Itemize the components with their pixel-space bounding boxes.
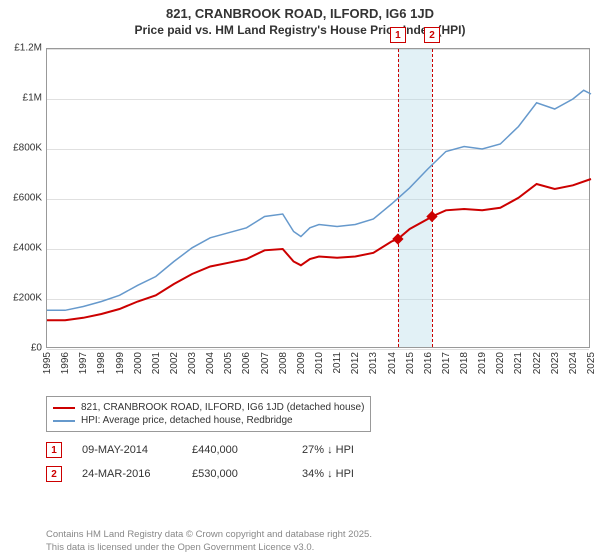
sale-vs-hpi: 34% ↓ HPI [302, 468, 392, 480]
chart-area: 12 1995199619971998199920002001200220032… [46, 48, 590, 348]
sale-price: £530,000 [192, 468, 282, 480]
y-axis-label: £1M [0, 93, 42, 104]
legend: 821, CRANBROOK ROAD, ILFORD, IG6 1JD (de… [46, 396, 371, 432]
x-axis-label: 2022 [532, 352, 543, 374]
x-axis-label: 2005 [223, 352, 234, 374]
legend-swatch [53, 407, 75, 409]
gridline [47, 349, 589, 350]
series-hpi [47, 90, 591, 310]
y-axis-label: £0 [0, 343, 42, 354]
x-axis-label: 2019 [477, 352, 488, 374]
copyright-line2: This data is licensed under the Open Gov… [46, 542, 372, 554]
x-axis-label: 2004 [205, 352, 216, 374]
sale-marker-label: 2 [424, 27, 440, 43]
x-axis-label: 2017 [441, 352, 452, 374]
chart-subtitle: Price paid vs. HM Land Registry's House … [0, 21, 600, 37]
x-axis-label: 2007 [260, 352, 271, 374]
y-axis-label: £800K [0, 143, 42, 154]
x-axis-label: 1995 [42, 352, 53, 374]
legend-row: 821, CRANBROOK ROAD, ILFORD, IG6 1JD (de… [53, 401, 364, 414]
x-axis-label: 2015 [405, 352, 416, 374]
copyright-line1: Contains HM Land Registry data © Crown c… [46, 529, 372, 541]
x-axis-label: 1997 [78, 352, 89, 374]
sale-marker-box: 1 [46, 442, 62, 458]
y-axis-label: £1.2M [0, 43, 42, 54]
x-axis-label: 2009 [296, 352, 307, 374]
x-axis-label: 2002 [169, 352, 180, 374]
x-axis-label: 2011 [332, 352, 343, 374]
x-axis-label: 1998 [96, 352, 107, 374]
legend-label: 821, CRANBROOK ROAD, ILFORD, IG6 1JD (de… [81, 402, 364, 413]
x-axis-label: 2000 [133, 352, 144, 374]
x-axis-label: 2016 [423, 352, 434, 374]
copyright: Contains HM Land Registry data © Crown c… [46, 529, 372, 554]
legend-swatch [53, 420, 75, 422]
sale-marker-box: 2 [46, 466, 62, 482]
chart-title: 821, CRANBROOK ROAD, ILFORD, IG6 1JD [0, 0, 600, 21]
sale-vs-hpi: 27% ↓ HPI [302, 444, 392, 456]
legend-row: HPI: Average price, detached house, Redb… [53, 414, 364, 427]
x-axis-label: 2025 [586, 352, 597, 374]
x-axis-label: 2024 [568, 352, 579, 374]
sale-row: 1 09-MAY-2014 £440,000 27% ↓ HPI [46, 442, 392, 458]
x-axis-label: 2023 [550, 352, 561, 374]
y-axis-label: £600K [0, 193, 42, 204]
x-axis-label: 2021 [513, 352, 524, 374]
x-axis-label: 2012 [350, 352, 361, 374]
series-property [47, 179, 591, 320]
x-axis-label: 2010 [314, 352, 325, 374]
legend-label: HPI: Average price, detached house, Redb… [81, 415, 293, 426]
y-axis-label: £200K [0, 293, 42, 304]
sale-date: 24-MAR-2016 [82, 468, 172, 480]
chart-container: 821, CRANBROOK ROAD, ILFORD, IG6 1JD Pri… [0, 0, 600, 560]
plot-area: 12 [46, 48, 590, 348]
x-axis-label: 1996 [60, 352, 71, 374]
sale-marker-icon [426, 211, 437, 222]
sale-row: 2 24-MAR-2016 £530,000 34% ↓ HPI [46, 466, 392, 482]
x-axis-label: 2006 [241, 352, 252, 374]
sale-price: £440,000 [192, 444, 282, 456]
x-axis-label: 2013 [368, 352, 379, 374]
x-axis-label: 2003 [187, 352, 198, 374]
x-axis-label: 2014 [387, 352, 398, 374]
x-axis-label: 1999 [115, 352, 126, 374]
sale-date: 09-MAY-2014 [82, 444, 172, 456]
x-axis-label: 2001 [151, 352, 162, 374]
x-axis-label: 2020 [495, 352, 506, 374]
x-axis-label: 2008 [278, 352, 289, 374]
y-axis-label: £400K [0, 243, 42, 254]
sale-marker-label: 1 [390, 27, 406, 43]
line-svg [47, 49, 591, 349]
x-axis-label: 2018 [459, 352, 470, 374]
